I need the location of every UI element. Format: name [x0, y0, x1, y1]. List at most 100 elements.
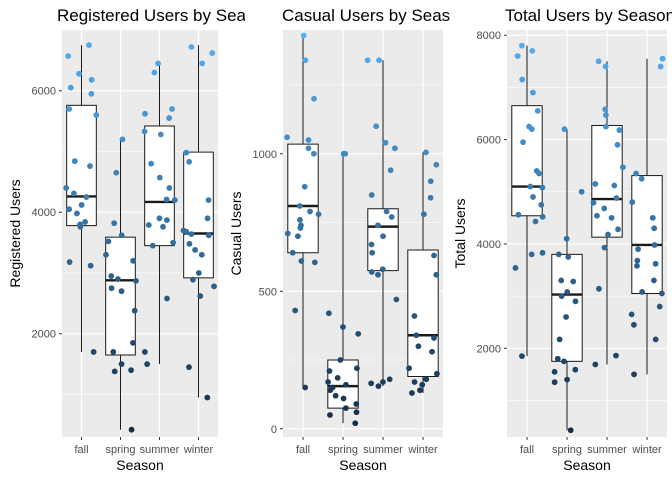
data-point: [325, 379, 331, 385]
data-point: [352, 420, 358, 426]
data-point: [355, 331, 361, 337]
data-point: [196, 270, 202, 276]
data-point: [88, 91, 94, 97]
data-point: [285, 231, 291, 237]
data-point: [557, 337, 563, 343]
data-point: [433, 162, 439, 168]
data-point: [620, 164, 626, 170]
y-tick-label: 8000: [477, 30, 501, 42]
data-point: [421, 211, 427, 217]
data-point: [631, 371, 637, 377]
data-point: [650, 215, 656, 221]
data-point: [635, 246, 641, 252]
x-tick-label: fall: [520, 444, 534, 456]
data-point: [292, 308, 298, 314]
data-point: [166, 185, 172, 191]
data-point: [602, 106, 608, 112]
data-point: [555, 356, 561, 362]
data-point: [365, 57, 371, 63]
data-point: [169, 106, 175, 112]
data-point: [204, 395, 210, 401]
data-point: [634, 263, 640, 269]
data-point: [88, 263, 94, 269]
data-point: [199, 61, 205, 67]
data-point: [83, 194, 89, 200]
x-tick-label: winter: [631, 444, 662, 456]
data-point: [596, 58, 602, 64]
data-point: [120, 136, 126, 142]
data-point: [431, 253, 437, 259]
data-point: [369, 250, 375, 256]
data-point: [603, 124, 609, 130]
data-point: [78, 224, 84, 230]
data-point: [556, 251, 562, 257]
data-point: [297, 203, 303, 209]
data-point: [86, 42, 92, 48]
data-point: [533, 219, 539, 225]
box-spring: [106, 237, 136, 355]
data-point: [327, 368, 333, 374]
data-point: [564, 377, 570, 383]
data-point: [519, 77, 525, 83]
data-point: [605, 232, 611, 238]
data-point: [342, 151, 348, 157]
data-point: [373, 123, 379, 129]
data-point: [565, 254, 571, 260]
data-point: [130, 258, 136, 264]
data-point: [93, 112, 99, 118]
chart-panel-3: 2000400060008000fall spring summer winterSe…: [452, 6, 672, 473]
data-point: [412, 379, 418, 385]
data-point: [71, 191, 77, 197]
data-point: [368, 380, 374, 386]
data-point: [128, 367, 134, 373]
data-point: [552, 379, 558, 385]
data-point: [530, 194, 536, 200]
data-point: [307, 209, 313, 215]
data-point: [353, 401, 359, 407]
data-point: [530, 90, 536, 96]
data-point: [519, 353, 525, 359]
data-point: [519, 43, 525, 49]
box-spring: [552, 254, 582, 361]
data-point: [591, 200, 597, 206]
data-point: [340, 324, 346, 330]
data-point: [150, 243, 156, 249]
data-point: [157, 215, 163, 221]
data-point: [616, 127, 622, 133]
data-point: [431, 335, 437, 341]
data-point: [380, 233, 386, 239]
data-point: [629, 311, 635, 317]
data-point: [326, 310, 332, 316]
data-point: [389, 214, 395, 220]
data-point: [327, 387, 333, 393]
data-point: [144, 361, 150, 367]
x-tick-label: spring: [328, 444, 358, 456]
data-point: [343, 405, 349, 411]
data-point: [633, 171, 639, 177]
data-point: [603, 112, 609, 118]
data-point: [601, 206, 607, 212]
y-tick-label: 4000: [477, 239, 501, 251]
data-point: [540, 214, 546, 220]
data-point: [157, 175, 163, 181]
x-tick-label: summer: [363, 444, 403, 456]
data-point: [559, 293, 565, 299]
box-winter: [408, 250, 438, 377]
data-point: [354, 365, 360, 371]
data-point: [298, 258, 304, 264]
data-point: [429, 349, 435, 355]
data-point: [209, 50, 215, 56]
data-point: [63, 185, 69, 191]
data-point: [535, 108, 541, 114]
data-point: [369, 242, 375, 248]
data-point: [416, 343, 422, 349]
data-point: [552, 369, 558, 375]
data-point: [337, 357, 343, 363]
data-point: [423, 376, 429, 382]
data-point: [306, 137, 312, 143]
data-point: [413, 332, 419, 338]
chart-title: Total Users by Season: [505, 6, 672, 25]
y-tick-label: 4000: [32, 207, 56, 219]
data-point: [205, 215, 211, 221]
